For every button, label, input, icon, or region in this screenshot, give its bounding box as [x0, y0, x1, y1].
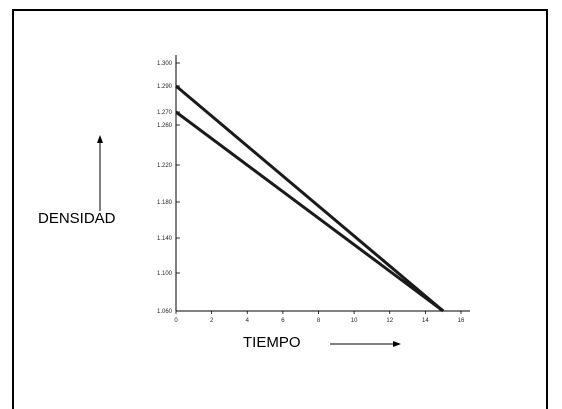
x-tick-label: 4: [246, 318, 250, 324]
x-tick-label: 2: [210, 318, 214, 324]
x-axis-arrow-head: [393, 341, 401, 347]
y-axis-arrow-head: [97, 135, 103, 143]
y-tick-label: 1.060: [157, 309, 173, 315]
chart-series: [176, 86, 443, 311]
x-axis-label: TIEMPO: [243, 334, 301, 351]
chart-ticks: 1.300 1.290 1.270 1.260 1.220 1.180 1.140 1.100…: [157, 61, 465, 324]
y-tick-label: 1.180: [157, 200, 173, 206]
x-tick-label: 16: [458, 318, 465, 324]
y-axis-label: DENSIDAD: [38, 210, 116, 227]
series-line-1: [176, 86, 443, 311]
x-tick-label: 14: [422, 318, 429, 324]
x-tick-label: 12: [386, 318, 393, 324]
x-tick-label: 0: [174, 318, 178, 324]
x-tick-label: 6: [281, 318, 285, 324]
y-tick-label: 1.100: [157, 271, 173, 277]
y-tick-label: 1.260: [157, 123, 173, 129]
y-tick-label: 1.270: [157, 110, 173, 116]
x-tick-label: 10: [351, 318, 358, 324]
y-tick-label: 1.220: [157, 163, 173, 169]
y-tick-label: 1.290: [157, 84, 173, 90]
line-chart: 1.300 1.290 1.270 1.260 1.220 1.180 1.140 1.100…: [0, 0, 562, 396]
y-tick-label: 1.300: [157, 61, 173, 67]
series-line-2: [176, 112, 443, 311]
y-tick-label: 1.140: [157, 236, 173, 242]
x-tick-label: 8: [317, 318, 321, 324]
chart-axes: [176, 55, 470, 311]
